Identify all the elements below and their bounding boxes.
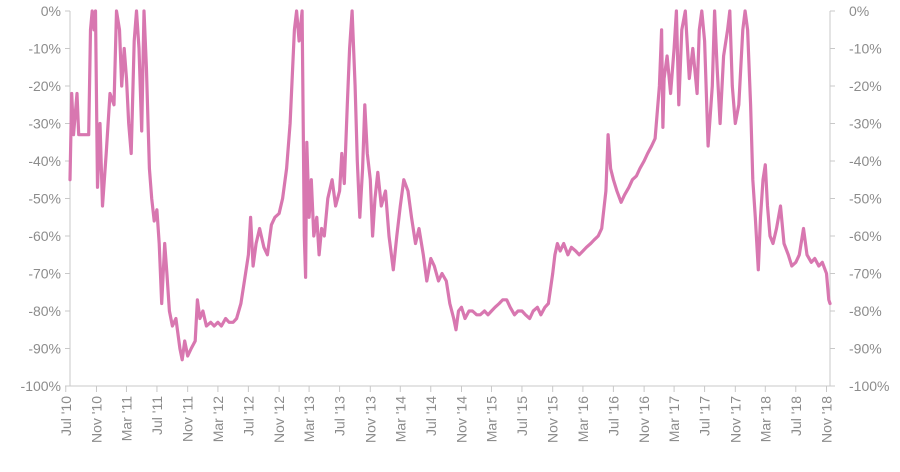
series-line: [68, 9, 832, 362]
y-tick-label-right: -50%: [849, 191, 882, 207]
x-tick-label: Mar '18: [757, 396, 773, 442]
x-tick-label: Jul '13: [332, 396, 348, 436]
y-tick-label-right: -80%: [849, 303, 882, 319]
y-tick-label-right: -70%: [849, 266, 882, 282]
x-tick-label: Nov '17: [727, 396, 743, 443]
x-tick-label: Mar '11: [118, 396, 134, 441]
y-tick-label-left: -80%: [28, 303, 61, 319]
y-tick-label-left: 0%: [41, 3, 61, 19]
y-tick-label-right: -40%: [849, 153, 882, 169]
x-tick-label: Nov '12: [271, 396, 287, 443]
x-tick-label: Mar '17: [666, 396, 682, 442]
x-tick-label: Nov '18: [819, 396, 835, 443]
x-tick-label: Nov '16: [636, 396, 652, 443]
y-tick-label-right: -90%: [849, 341, 882, 357]
x-tick-label: Jul '16: [605, 396, 621, 436]
y-tick-label-left: -40%: [28, 153, 61, 169]
x-tick-label: Jul '11: [149, 396, 165, 435]
x-tick-label: Jul '15: [514, 396, 530, 436]
x-tick-label: Jul '14: [423, 396, 439, 436]
series-line-layer: [68, 9, 832, 362]
y-tick-label-right: 0%: [849, 3, 869, 19]
y-tick-label-right: -100%: [849, 378, 889, 394]
y-tick-label-left: -60%: [28, 228, 61, 244]
x-tick-label: Mar '14: [392, 396, 408, 442]
y-tick-label-left: -90%: [28, 341, 61, 357]
y-tick-label-right: -20%: [849, 78, 882, 94]
y-tick-label-left: -50%: [28, 191, 61, 207]
x-tick-label: Jul '12: [240, 396, 256, 436]
x-tick-label: Nov '14: [453, 396, 469, 443]
x-tick-label: Nov '15: [545, 396, 561, 443]
y-tick-label-left: -100%: [21, 378, 61, 394]
x-tick-label: Jul '17: [697, 396, 713, 436]
y-tick-label-right: -10%: [849, 41, 882, 57]
y-tick-label-left: -10%: [28, 41, 61, 57]
x-tick-label: Mar '13: [301, 396, 317, 442]
y-tick-label-left: -70%: [28, 266, 61, 282]
x-tick-label: Mar '16: [575, 396, 591, 442]
tick-labels: 0% 0% -10% -10% -20% -20% -30% -30% -40% -40% -50%…: [21, 3, 890, 443]
axes: [65, 10, 835, 392]
x-tick-label: Mar '12: [210, 396, 226, 442]
x-tick-label: Nov '10: [88, 396, 104, 443]
y-tick-label-left: -20%: [28, 78, 61, 94]
y-tick-label-right: -30%: [849, 116, 882, 132]
x-tick-label: Jul '18: [788, 396, 804, 436]
y-tick-label-left: -30%: [28, 116, 61, 132]
x-tick-label: Nov '11: [180, 396, 196, 442]
x-tick-label: Jul '10: [58, 396, 74, 436]
x-tick-label: Mar '15: [483, 396, 499, 442]
y-tick-label-right: -60%: [849, 228, 882, 244]
x-tick-label: Nov '13: [362, 396, 378, 443]
